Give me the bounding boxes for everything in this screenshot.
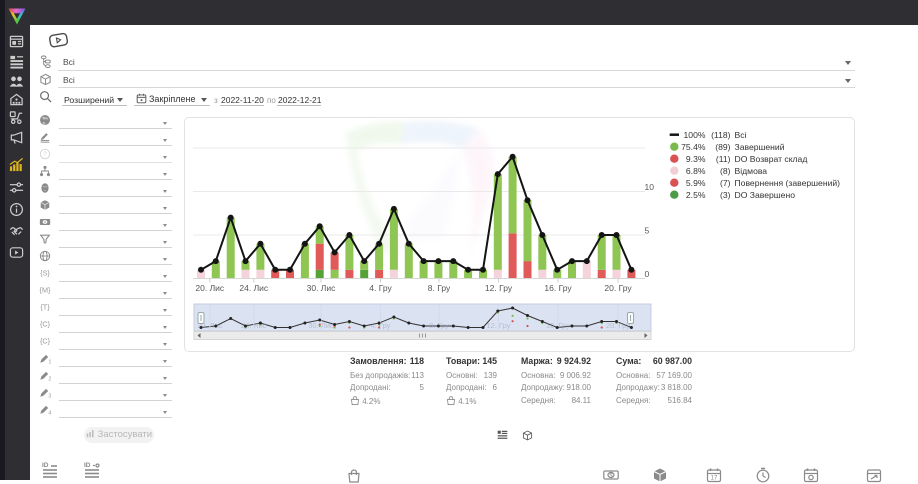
svg-text:(89): (89): [715, 142, 730, 152]
svg-text:4: 4: [48, 411, 51, 415]
svg-text:?: ?: [43, 152, 47, 158]
svg-text:Повернення (завершений): Повернення (завершений): [735, 178, 841, 188]
svg-text:75.4%: 75.4%: [681, 142, 706, 152]
svg-text:(8): (8): [720, 166, 731, 176]
svg-text:5: 5: [645, 226, 650, 236]
svg-text:12. Гру: 12. Гру: [485, 283, 513, 293]
svg-text:6.8%: 6.8%: [686, 166, 706, 176]
svg-text:(7): (7): [720, 178, 731, 188]
svg-text:100%: 100%: [684, 130, 706, 140]
svg-text:DO Завершено: DO Завершено: [735, 190, 796, 200]
svg-text:{C}: {C}: [40, 320, 51, 329]
svg-text:ID: ID: [84, 462, 91, 469]
svg-text:9.3%: 9.3%: [686, 154, 706, 164]
svg-text:10: 10: [645, 182, 655, 192]
svg-text:Відмова: Відмова: [735, 166, 768, 176]
svg-text:{S}: {S}: [40, 269, 50, 278]
svg-text:DO Возврат склад: DO Возврат склад: [735, 154, 808, 164]
svg-text:17: 17: [711, 476, 718, 482]
svg-text:Завершений: Завершений: [735, 142, 785, 152]
svg-text:24. Лис: 24. Лис: [239, 283, 269, 293]
svg-text:20. Гру: 20. Гру: [604, 283, 632, 293]
svg-text:{C}: {C}: [40, 337, 51, 346]
svg-text:30. Лис: 30. Лис: [307, 283, 337, 293]
svg-text:{T}: {T}: [40, 303, 50, 312]
svg-text:{M}: {M}: [40, 286, 51, 295]
svg-text:2: 2: [48, 377, 51, 381]
svg-text:16. Гру: 16. Гру: [544, 283, 572, 293]
svg-text:ID: ID: [42, 462, 49, 469]
svg-text:(3): (3): [720, 190, 731, 200]
svg-text:(11): (11): [716, 154, 731, 164]
svg-text:0: 0: [645, 269, 650, 279]
svg-text:2.5%: 2.5%: [686, 190, 706, 200]
svg-text:3: 3: [48, 394, 51, 398]
svg-text:5.9%: 5.9%: [686, 178, 706, 188]
svg-text:8. Гру: 8. Гру: [428, 283, 451, 293]
svg-text:4. Гру: 4. Гру: [369, 283, 392, 293]
svg-text:20. Лис: 20. Лис: [195, 283, 225, 293]
svg-text:1: 1: [48, 360, 51, 364]
svg-text:(118): (118): [711, 130, 731, 140]
svg-text:Всі: Всі: [735, 130, 747, 140]
svg-text:$: $: [609, 473, 613, 479]
